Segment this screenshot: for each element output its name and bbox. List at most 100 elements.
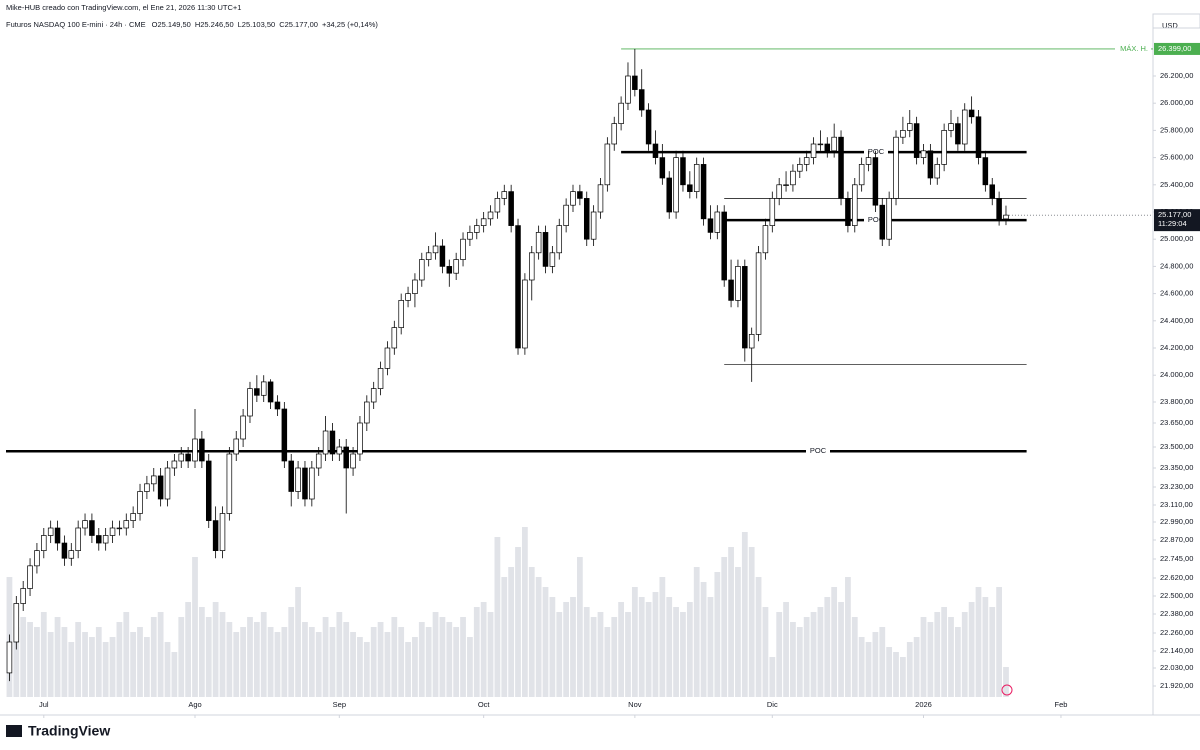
- level-label-bg: [864, 215, 888, 226]
- volume-bar: [865, 642, 872, 697]
- y-tick-label: 22.030,00: [1160, 663, 1193, 672]
- volume-bar: [494, 537, 501, 697]
- candle-body: [405, 293, 411, 301]
- volume-bar: [618, 602, 624, 697]
- ohlc-value: C25.177,00: [279, 20, 318, 29]
- volume-bar: [700, 582, 707, 697]
- candle-body: [96, 535, 102, 544]
- volume-bar: [982, 597, 989, 697]
- y-tick-label: 22.260,00: [1160, 628, 1193, 637]
- y-tick-label: 24.600,00: [1160, 289, 1193, 298]
- y-tick-label: 24.800,00: [1160, 261, 1193, 270]
- max-price-label: 26.399,00: [1158, 44, 1191, 53]
- candle-body: [164, 467, 171, 500]
- candle-body: [199, 438, 205, 462]
- candle-body: [357, 422, 363, 455]
- volume-bar: [363, 642, 370, 697]
- volume-bar: [817, 607, 824, 697]
- y-tick-label: 22.620,00: [1160, 573, 1193, 582]
- candle-body: [398, 300, 404, 328]
- volume-bar: [40, 612, 47, 697]
- volume-bar: [693, 567, 700, 697]
- x-tick-label: Dic: [767, 700, 778, 709]
- candle-body: [240, 415, 246, 440]
- x-tick-label: Oct: [478, 700, 491, 709]
- volume-bar: [762, 607, 769, 697]
- candle-body: [123, 520, 130, 529]
- candle-body: [583, 198, 590, 240]
- candle-body: [446, 266, 453, 274]
- volume-bar: [405, 642, 411, 697]
- candle-body: [322, 430, 329, 455]
- volume-bar: [164, 642, 171, 697]
- candle-body: [680, 157, 686, 186]
- candle-body: [907, 123, 913, 131]
- volume-bar: [185, 602, 192, 697]
- candle-body: [75, 527, 81, 551]
- y-tick-label: 23.230,00: [1160, 482, 1193, 491]
- currency-box: [1152, 13, 1200, 29]
- volume-bar: [989, 607, 996, 697]
- candle-body: [735, 266, 741, 301]
- level-label: POC: [868, 147, 885, 156]
- candle-body: [955, 123, 961, 145]
- candle-body: [157, 475, 164, 500]
- last-price-tag: [1154, 209, 1200, 232]
- level-label-bg: [864, 147, 888, 158]
- candle-body: [748, 334, 755, 349]
- candle-body: [412, 279, 418, 294]
- candle-body: [474, 225, 480, 233]
- y-tick-label: 25.000,00: [1160, 234, 1193, 243]
- candle-body: [61, 542, 68, 559]
- candle-body: [831, 136, 837, 152]
- candle-body: [185, 453, 191, 462]
- volume-bar: [686, 602, 693, 697]
- candle-body: [590, 211, 597, 240]
- candle-body: [838, 136, 844, 199]
- y-tick-label: 23.110,00: [1160, 500, 1193, 509]
- candle-body: [542, 232, 549, 267]
- max-price-tag: [1154, 42, 1200, 55]
- candle-body: [226, 453, 233, 514]
- candle-body: [302, 467, 308, 500]
- volume-bar: [130, 632, 137, 697]
- candle-body: [769, 198, 776, 226]
- candle-body: [632, 75, 638, 90]
- volume-bar: [707, 597, 714, 697]
- alert-icon: [1001, 684, 1013, 696]
- candle-body: [130, 513, 136, 521]
- volume-bar: [54, 617, 61, 697]
- ohlc-value: L25.103,50: [238, 20, 276, 29]
- volume-bar: [879, 627, 886, 697]
- candle-body: [439, 245, 446, 267]
- candle-body: [480, 218, 487, 226]
- volume-bar: [20, 617, 27, 697]
- candle-body: [549, 252, 556, 267]
- candle-body: [102, 535, 109, 544]
- candle-body: [927, 150, 934, 179]
- volume-bar: [150, 617, 157, 697]
- candle-body: [295, 467, 301, 492]
- x-tick-label: 2026: [915, 700, 932, 709]
- volume-bar: [336, 612, 343, 697]
- candle-body: [137, 491, 143, 514]
- volume-bar: [542, 587, 549, 697]
- candle-body: [762, 225, 769, 254]
- volume-bar: [205, 617, 212, 697]
- volume-bar: [645, 602, 652, 697]
- volume-bar: [776, 612, 783, 697]
- candle-body: [247, 388, 253, 417]
- y-tick-label: 26.000,00: [1160, 98, 1193, 107]
- volume-bar: [370, 627, 377, 697]
- candle-body: [364, 401, 370, 424]
- level-label: POC: [868, 215, 885, 224]
- candle-body: [645, 109, 652, 145]
- volume-bar: [34, 627, 40, 697]
- candle-body: [797, 164, 803, 172]
- candle-body: [494, 198, 501, 213]
- volume-bar: [954, 627, 961, 697]
- y-tick-label: 22.870,00: [1160, 535, 1193, 544]
- candle-body: [54, 527, 61, 544]
- plot-frame: [6, 22, 1140, 693]
- volume-bar: [308, 627, 315, 697]
